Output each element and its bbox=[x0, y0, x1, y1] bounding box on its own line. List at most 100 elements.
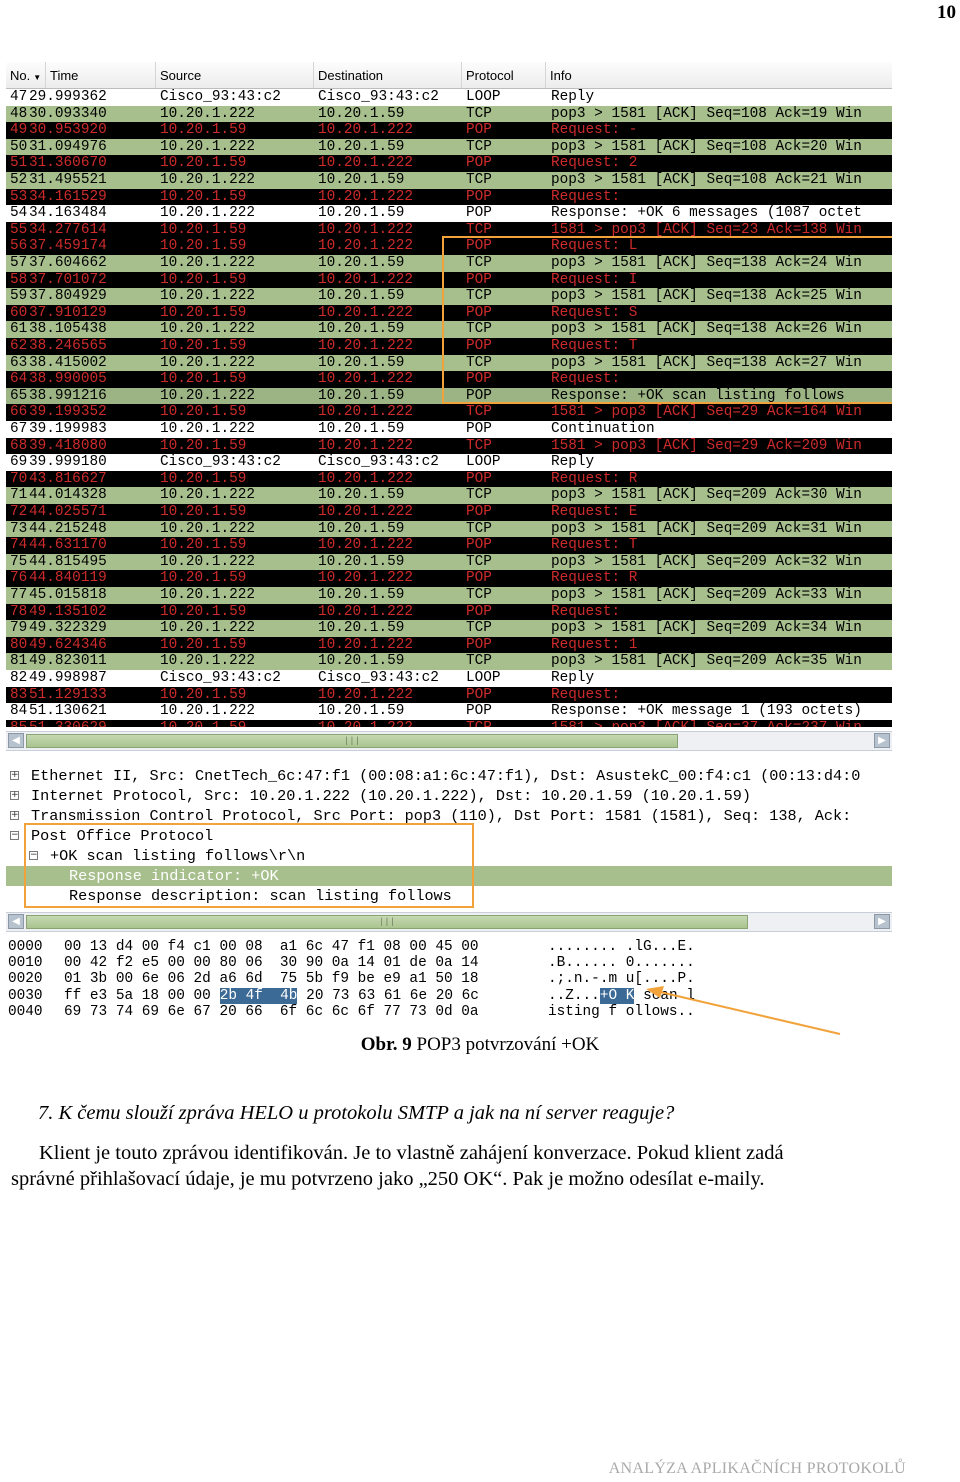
packet-cell-dst: Cisco_93:43:c2 bbox=[318, 454, 439, 471]
scroll-right-icon[interactable]: ▶ bbox=[874, 914, 890, 929]
column-header-info[interactable]: Info bbox=[550, 68, 572, 83]
detail-row[interactable]: + Internet Protocol, Src: 10.20.1.222 (10… bbox=[6, 786, 892, 806]
packet-row[interactable]: 52 31.495521 10.20.1.222 10.20.1.59 TCP pop3 … bbox=[6, 172, 892, 189]
packet-cell-time: 44.815495 bbox=[29, 553, 107, 570]
detail-row[interactable]: Response description: scan listing follo… bbox=[6, 886, 892, 906]
detail-row[interactable]: + Transmission Control Protocol, Src Port… bbox=[6, 806, 892, 826]
packet-cell-dst: 10.20.1.222 bbox=[318, 437, 413, 454]
packet-cell-dst: 10.20.1.222 bbox=[318, 371, 413, 388]
packet-row[interactable]: 84 51.130621 10.20.1.222 10.20.1.59 POP Respo… bbox=[6, 703, 892, 720]
packet-row[interactable]: 75 44.815495 10.20.1.222 10.20.1.59 TCP pop3 … bbox=[6, 553, 892, 571]
scroll-left-icon[interactable]: ◀ bbox=[8, 733, 24, 748]
column-header-protocol[interactable]: Protocol bbox=[462, 62, 546, 88]
hex-row[interactable]: 0000 00 13 d4 00 f4 c1 00 08 a1 6c 47 f1 … bbox=[6, 939, 892, 955]
detail-row[interactable]: Response indicator: +OK bbox=[6, 866, 892, 886]
expand-icon[interactable]: + bbox=[10, 790, 19, 800]
packet-row[interactable]: 80 49.624346 10.20.1.59 10.20.1.222 POP Reque… bbox=[6, 636, 892, 654]
packet-row[interactable]: 67 39.199983 10.20.1.222 10.20.1.59 POP Conti… bbox=[6, 421, 892, 438]
detail-row[interactable]: + Ethernet II, Src: CnetTech_6c:47:f1 (00… bbox=[6, 766, 892, 786]
packet-row[interactable]: 58 37.701072 10.20.1.59 10.20.1.222 POP Reque… bbox=[6, 271, 892, 289]
collapse-icon[interactable]: − bbox=[29, 850, 38, 860]
packet-cell-no: 72 bbox=[10, 504, 28, 520]
packet-row[interactable]: 83 51.129133 10.20.1.59 10.20.1.222 POP Reque… bbox=[6, 686, 892, 704]
packet-row[interactable]: 8551.330629 10.20.1.59 10.20.1.222 TCP 1581 … bbox=[6, 719, 892, 727]
packet-row[interactable]: 66 39.199352 10.20.1.59 10.20.1.222 TCP 1581 … bbox=[6, 404, 892, 421]
packet-list-scrollbar[interactable]: ◀ ||| ▶ bbox=[6, 731, 892, 751]
answer-line: Klient je touto zprávou identifikován. J… bbox=[39, 1142, 784, 1164]
packet-row[interactable]: 59 37.804929 10.20.1.222 10.20.1.59 TCP pop3 … bbox=[6, 288, 892, 305]
packet-row[interactable]: 68 39.418080 10.20.1.59 10.20.1.222 TCP 1581 … bbox=[6, 437, 892, 455]
scroll-left-icon[interactable]: ◀ bbox=[8, 914, 24, 929]
packet-row[interactable]: 50 31.094976 10.20.1.222 10.20.1.59 TCP pop3 … bbox=[6, 138, 892, 156]
packet-cell-src: 10.20.1.59 bbox=[160, 155, 247, 172]
packet-row[interactable]: 73 44.215248 10.20.1.222 10.20.1.59 TCP pop3 … bbox=[6, 520, 892, 538]
detail-text: Post Office Protocol bbox=[31, 827, 214, 845]
hex-row[interactable]: 0030 ff e3 5a 18 00 00 2b 4f 4b 20 73 63 … bbox=[6, 987, 892, 1004]
packet-row[interactable]: 72 44.025571 10.20.1.59 10.20.1.222 POP Reque… bbox=[6, 504, 892, 521]
packet-cell-proto: POP bbox=[466, 570, 492, 587]
collapse-icon[interactable]: − bbox=[10, 830, 19, 840]
hex-ascii-pre: ..Z... bbox=[548, 987, 600, 1004]
packet-cell-time: 45.015818 bbox=[29, 587, 107, 603]
packet-cell-src: 10.20.1.59 bbox=[160, 404, 247, 421]
hex-row[interactable]: 0010 00 42 f2 e5 00 00 80 06 30 90 0a 14 … bbox=[6, 955, 892, 971]
column-header-no[interactable]: No. ▼ bbox=[6, 62, 46, 88]
hex-ascii-post: scan l bbox=[634, 987, 695, 1004]
packet-row[interactable]: 82 49.998987 Cisco_93:43:c2 Cisco_93:43:c2 L… bbox=[6, 670, 892, 687]
scroll-thumb[interactable]: ||| bbox=[26, 734, 678, 748]
packet-row[interactable]: 65 38.991216 10.20.1.222 10.20.1.59 POP Respo… bbox=[6, 387, 892, 405]
packet-row[interactable]: 70 43.816627 10.20.1.59 10.20.1.222 POP Reque… bbox=[6, 470, 892, 488]
scroll-right-icon[interactable]: ▶ bbox=[874, 733, 890, 748]
scroll-thumb[interactable]: ||| bbox=[26, 915, 748, 929]
packet-row[interactable]: 64 38.990005 10.20.1.59 10.20.1.222 POP Reque… bbox=[6, 371, 892, 388]
expand-icon[interactable]: + bbox=[10, 770, 19, 780]
packet-row[interactable]: 57 37.604662 10.20.1.222 10.20.1.59 TCP pop3 … bbox=[6, 255, 892, 272]
packet-row[interactable]: 69 39.999180 Cisco_93:43:c2 Cisco_93:43:c2 L… bbox=[6, 454, 892, 471]
packet-cell-time: 37.910129 bbox=[29, 304, 107, 321]
packet-row[interactable]: 77 45.015818 10.20.1.222 10.20.1.59 TCP pop3 … bbox=[6, 587, 892, 604]
packet-cell-dst: 10.20.1.222 bbox=[318, 570, 413, 587]
packet-row[interactable]: 71 44.014328 10.20.1.222 10.20.1.59 TCP pop3 … bbox=[6, 487, 892, 504]
packet-row[interactable]: 78 49.135102 10.20.1.59 10.20.1.222 POP Reque… bbox=[6, 603, 892, 621]
packet-row[interactable]: 55 34.277614 10.20.1.59 10.20.1.222 TCP 1581 … bbox=[6, 221, 892, 239]
column-header-source[interactable]: Source bbox=[156, 62, 314, 88]
detail-row[interactable]: − Post Office Protocol bbox=[6, 826, 892, 846]
hex-offset: 0010 bbox=[8, 955, 43, 972]
hex-row[interactable]: 0040 69 73 74 69 6e 67 20 66 6f 6c 6c 6f … bbox=[6, 1004, 892, 1020]
packet-cell-proto: TCP bbox=[466, 587, 492, 603]
packet-row[interactable]: 53 34.161529 10.20.1.59 10.20.1.222 POP Reque… bbox=[6, 188, 892, 206]
packet-row[interactable]: 61 38.105438 10.20.1.222 10.20.1.59 TCP pop3 … bbox=[6, 321, 892, 338]
caption-label: Obr. 9 bbox=[360, 1034, 412, 1055]
packet-row[interactable]: 63 38.415002 10.20.1.222 10.20.1.59 TCP pop3 … bbox=[6, 354, 892, 372]
packet-row[interactable]: 76 44.840119 10.20.1.59 10.20.1.222 POP Reque… bbox=[6, 570, 892, 587]
packet-row[interactable]: 79 49.322329 10.20.1.222 10.20.1.59 TCP pop3 … bbox=[6, 620, 892, 637]
packet-row[interactable]: 49 30.953920 10.20.1.59 10.20.1.222 POP Reque… bbox=[6, 122, 892, 139]
packet-row[interactable]: 81 49.823011 10.20.1.222 10.20.1.59 TCP pop3 … bbox=[6, 653, 892, 670]
packet-row[interactable]: 56 37.459174 10.20.1.59 10.20.1.222 POP Reque… bbox=[6, 238, 892, 255]
packet-cell-src: 10.20.1.59 bbox=[160, 122, 247, 139]
column-header-time[interactable]: Time bbox=[46, 62, 156, 88]
expand-icon[interactable]: + bbox=[10, 810, 19, 820]
packet-cell-info: Request: 2 bbox=[551, 155, 638, 172]
column-header-destination[interactable]: Destination bbox=[314, 62, 462, 88]
packet-row[interactable]: 54 34.163484 10.20.1.222 10.20.1.59 POP Respo… bbox=[6, 205, 892, 222]
packet-row[interactable]: 62 38.246565 10.20.1.59 10.20.1.222 POP Reque… bbox=[6, 338, 892, 355]
hex-row[interactable]: 0020 01 3b 00 6e 06 2d a6 6d 75 5b f9 be … bbox=[6, 971, 892, 987]
packet-row[interactable]: 74 44.631170 10.20.1.59 10.20.1.222 POP Reque… bbox=[6, 537, 892, 554]
packet-row[interactable]: 51 31.360670 10.20.1.59 10.20.1.222 POP Reque… bbox=[6, 155, 892, 172]
packet-cell-proto: LOOP bbox=[466, 454, 501, 471]
packet-cell-src: 10.20.1.222 bbox=[160, 703, 255, 720]
packet-row[interactable]: 47 29.999362 Cisco_93:43:c2 Cisco_93:43:c2 L… bbox=[6, 89, 892, 106]
packet-cell-no: 83 bbox=[10, 686, 28, 703]
packet-row[interactable]: 48 30.093340 10.20.1.222 10.20.1.59 TCP pop3 … bbox=[6, 105, 892, 123]
detail-row[interactable]: − +OK scan listing follows\r\n bbox=[6, 846, 892, 866]
packet-cell-no: 71 bbox=[10, 487, 28, 504]
details-scrollbar[interactable]: ◀ ||| ▶ bbox=[6, 912, 892, 932]
packet-row[interactable]: 60 37.910129 10.20.1.59 10.20.1.222 POP Reque… bbox=[6, 304, 892, 322]
packet-cell-proto: TCP bbox=[466, 487, 492, 504]
hex-bytes-pre: 00 13 d4 00 f4 c1 00 08 a1 6c 47 f1 08 0… bbox=[64, 939, 479, 955]
detail-text: Response indicator: +OK bbox=[69, 867, 279, 885]
packet-cell-src: 10.20.1.222 bbox=[160, 105, 255, 122]
packet-cell-proto: POP bbox=[466, 703, 492, 720]
packet-cell-info: Response: +OK 6 messages (1087 octet bbox=[551, 205, 862, 222]
